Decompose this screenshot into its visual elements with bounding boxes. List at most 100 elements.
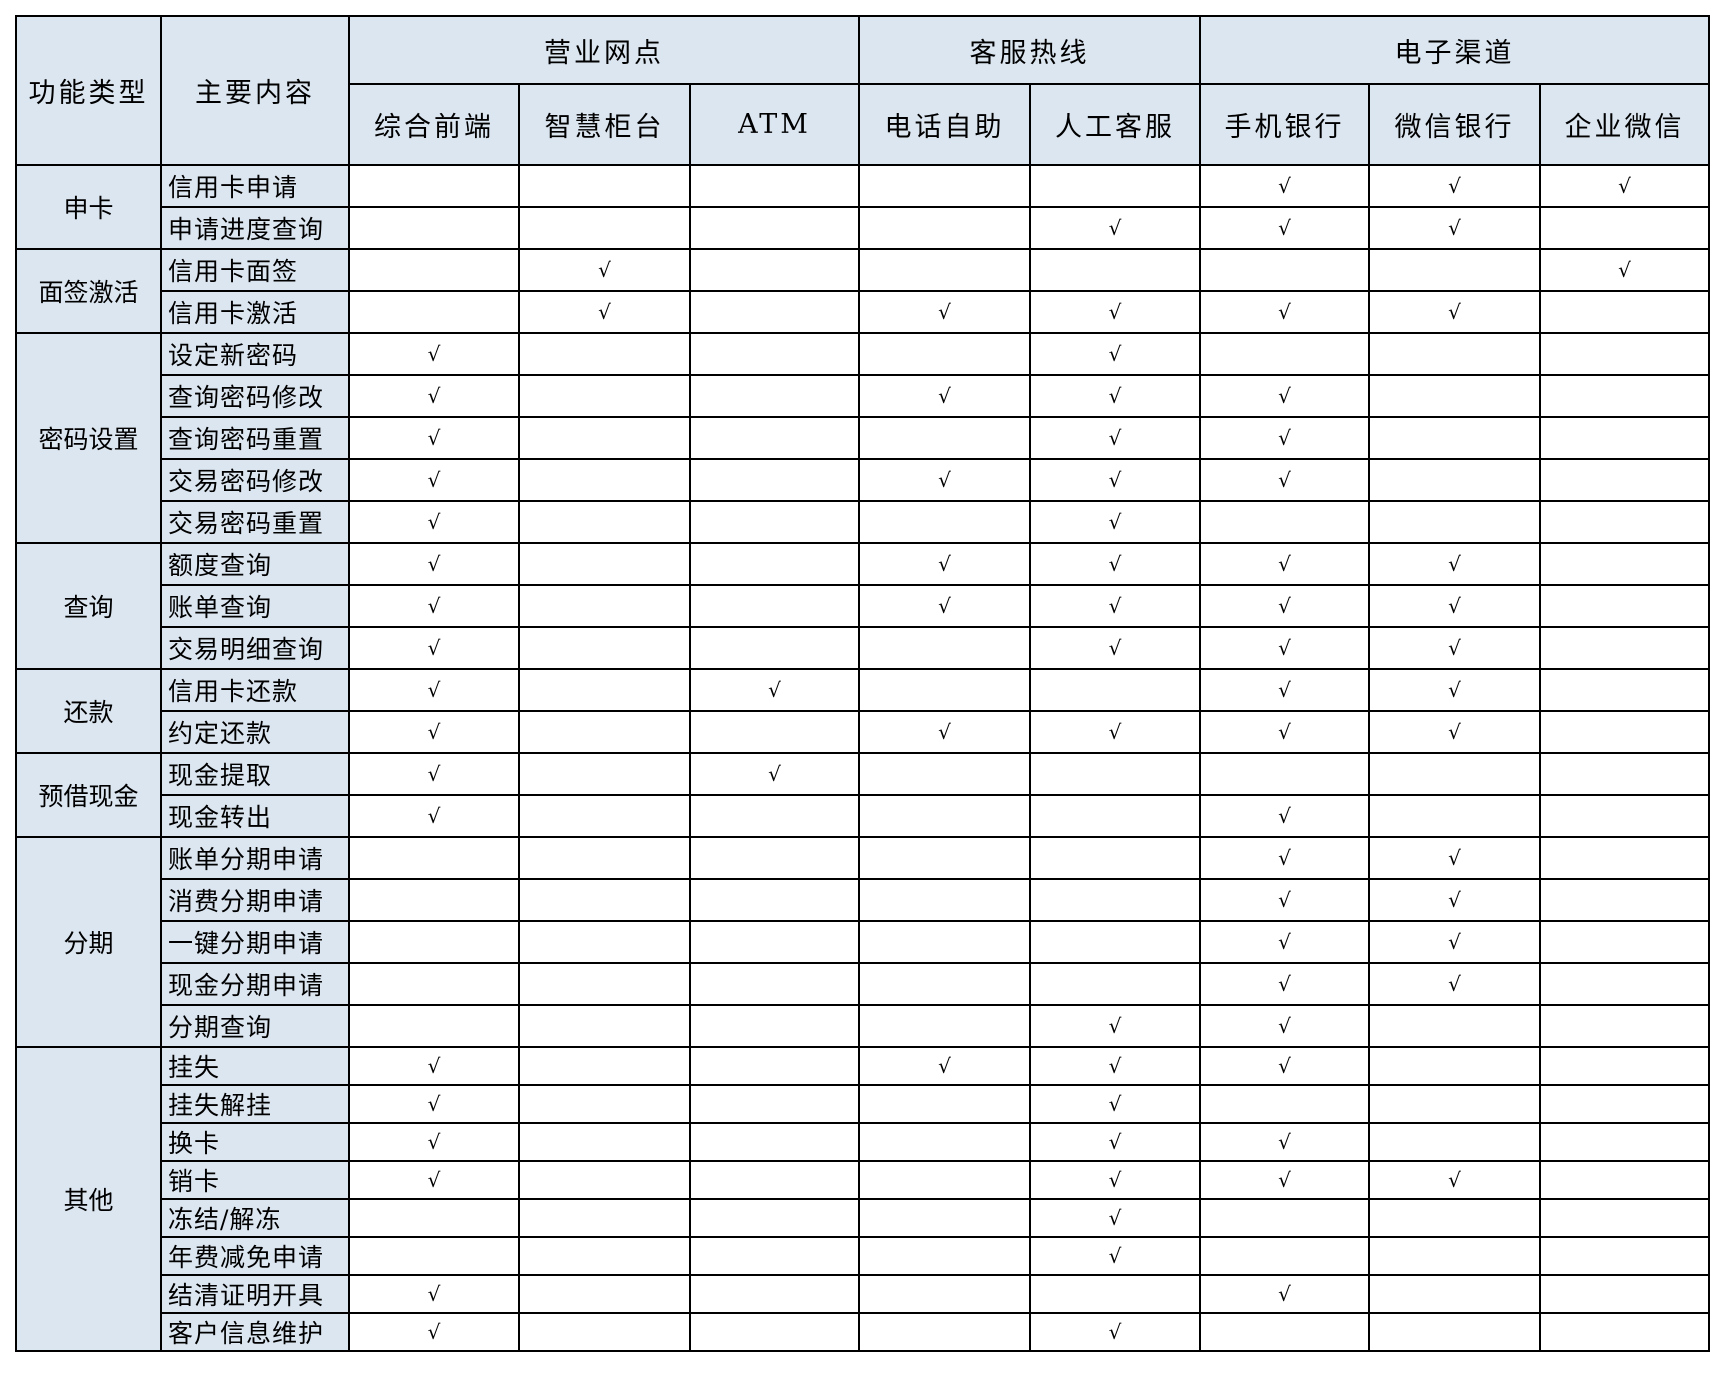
empty-cell (348, 164, 520, 208)
table-row: 其他 挂失 √ √ √ √ (15, 1046, 1711, 1352)
check-mark-icon: √ (348, 1122, 520, 1162)
table-row: 申卡 信用卡申请 √ √ √ (15, 164, 1711, 250)
empty-cell (348, 1004, 520, 1048)
empty-cell (1539, 1046, 1711, 1086)
empty-cell (518, 1046, 691, 1086)
item-cell: 分期查询 (160, 1004, 350, 1048)
empty-cell (1029, 878, 1202, 922)
empty-cell (518, 374, 691, 418)
empty-cell (1539, 206, 1711, 250)
empty-cell (688, 794, 861, 838)
empty-cell (858, 1122, 1032, 1162)
check-mark-icon: √ (1368, 962, 1542, 1006)
table-body: 申卡 信用卡申请 √ √ √ 申请进度查询 √ √ √ 面签激活 信用卡面签 √ √ 信用卡激活 √ √ √ √ √… (15, 164, 1711, 1352)
header-channel: 人工客服 (1029, 83, 1202, 166)
table-row: 冻结/解冻 √ (16, 1198, 1711, 1238)
empty-cell (688, 500, 861, 544)
empty-cell (1368, 794, 1542, 838)
empty-cell (858, 836, 1032, 880)
check-mark-icon: √ (348, 1046, 520, 1086)
item-cell: 挂失解挂 (160, 1084, 350, 1124)
empty-cell (858, 1274, 1032, 1314)
empty-cell (688, 1198, 861, 1238)
item-cell: 交易密码修改 (160, 458, 350, 502)
check-mark-icon: √ (348, 794, 520, 838)
empty-cell (1539, 500, 1711, 544)
check-mark-icon: √ (1199, 374, 1371, 418)
empty-cell (1368, 1274, 1542, 1314)
empty-cell (858, 332, 1032, 376)
empty-cell (1539, 878, 1711, 922)
empty-cell (858, 962, 1032, 1006)
header-group: 电子渠道 (1199, 15, 1711, 85)
table-row: 查询密码重置 √ √ √ (16, 416, 1711, 460)
empty-cell (1368, 1236, 1542, 1276)
empty-cell (1539, 1004, 1711, 1048)
empty-cell (518, 1160, 691, 1200)
empty-cell (518, 1274, 691, 1314)
empty-cell (1029, 248, 1202, 292)
check-mark-icon: √ (1029, 1122, 1202, 1162)
check-mark-icon: √ (1029, 710, 1202, 754)
header-channel: 智慧柜台 (518, 83, 691, 166)
empty-cell (518, 794, 691, 838)
empty-cell (518, 962, 691, 1006)
empty-cell (1029, 164, 1202, 208)
item-cell: 现金提取 (160, 752, 350, 796)
empty-cell (688, 542, 861, 586)
empty-cell (348, 248, 520, 292)
table-row: 申请进度查询 √ √ √ (16, 206, 1711, 250)
category-cell: 还款 (15, 668, 162, 754)
empty-cell (688, 164, 861, 208)
check-mark-icon: √ (348, 1312, 520, 1352)
check-mark-icon: √ (348, 1160, 520, 1200)
header-group: 营业网点 (347, 15, 861, 85)
item-cell: 一键分期申请 (160, 920, 350, 964)
table-row: 年费减免申请 √ (16, 1236, 1711, 1276)
check-mark-icon: √ (858, 584, 1032, 628)
empty-cell (1539, 626, 1711, 670)
empty-cell (688, 332, 861, 376)
empty-cell (518, 836, 691, 880)
check-mark-icon: √ (688, 752, 861, 796)
empty-cell (688, 1312, 861, 1352)
empty-cell (518, 752, 691, 796)
empty-cell (688, 1122, 861, 1162)
check-mark-icon: √ (1029, 1198, 1202, 1238)
check-mark-icon: √ (1199, 542, 1371, 586)
empty-cell (518, 1084, 691, 1124)
check-mark-icon: √ (858, 542, 1032, 586)
item-cell: 查询密码修改 (160, 374, 350, 418)
empty-cell (1029, 794, 1202, 838)
empty-cell (1539, 1084, 1711, 1124)
table-row: 交易明细查询 √ √ √ √ (16, 626, 1711, 670)
check-mark-icon: √ (348, 626, 520, 670)
check-mark-icon: √ (1368, 920, 1542, 964)
table-row: 查询 额度查询 √ √ √ √ √ (15, 542, 1711, 670)
empty-cell (518, 1198, 691, 1238)
empty-cell (858, 878, 1032, 922)
empty-cell (518, 920, 691, 964)
table-row: 约定还款 √ √ √ √ √ (16, 710, 1711, 754)
check-mark-icon: √ (1368, 878, 1542, 922)
check-mark-icon: √ (1368, 542, 1542, 586)
check-mark-icon: √ (1368, 626, 1542, 670)
empty-cell (1199, 1084, 1371, 1124)
empty-cell (1368, 500, 1542, 544)
empty-cell (858, 1084, 1032, 1124)
empty-cell (1199, 1198, 1371, 1238)
table-header: 功能类型 主要内容 营业网点 客服热线 电子渠道 综合前端 智慧柜台 ATM 电话自助 人工… (15, 15, 1711, 166)
check-mark-icon: √ (348, 752, 520, 796)
check-mark-icon: √ (1368, 164, 1542, 208)
check-mark-icon: √ (1368, 206, 1542, 250)
check-mark-icon: √ (1029, 332, 1202, 376)
table-row: 密码设置 设定新密码 √ √ (15, 332, 1711, 544)
empty-cell (518, 878, 691, 922)
empty-cell (688, 248, 861, 292)
empty-cell (348, 290, 520, 334)
header-main-content: 主要内容 (160, 15, 350, 166)
header-group: 客服热线 (858, 15, 1202, 85)
empty-cell (518, 626, 691, 670)
item-cell: 申请进度查询 (160, 206, 350, 250)
header-channel: 企业微信 (1539, 83, 1711, 166)
